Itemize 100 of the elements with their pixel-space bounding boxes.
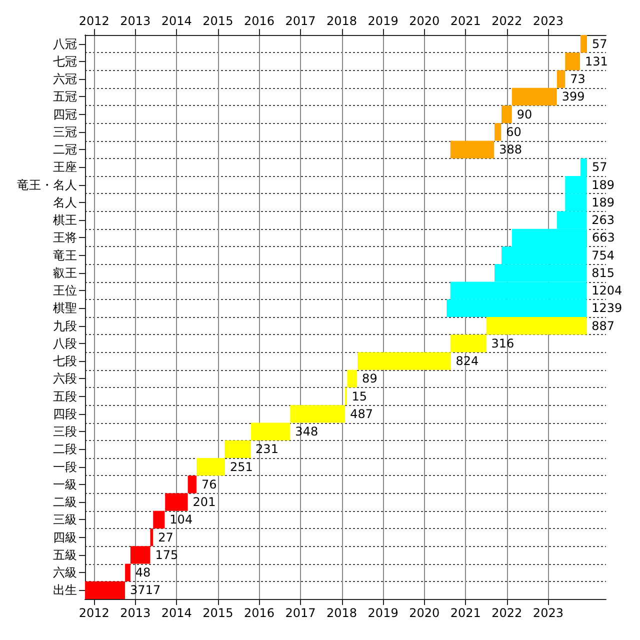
y-tick-label: 三級	[53, 512, 77, 527]
y-tick-label: 四級	[53, 530, 77, 544]
annotation: 887	[592, 318, 615, 333]
y-tick-label: 二段	[53, 442, 77, 456]
y-tick-label: 竜王・名人	[17, 178, 77, 192]
x-tick-label: 2021	[450, 606, 481, 620]
y-tick-label: 三段	[53, 424, 77, 439]
y-tick-label: 五段	[53, 389, 77, 404]
y-tick-label: 六冠	[53, 72, 77, 86]
x-tick-label: 2020	[409, 606, 440, 620]
annotation: 48	[135, 566, 151, 580]
annotation: 104	[170, 512, 193, 527]
x-tick-label: 2018	[326, 606, 358, 620]
y-tick-label: 棋聖	[53, 301, 77, 316]
bar	[347, 370, 358, 388]
annotation: 487	[350, 406, 373, 421]
y-tick-label: 四段	[53, 406, 77, 421]
bar	[486, 317, 587, 335]
y-tick-label: 五級	[53, 548, 77, 562]
bar	[130, 546, 150, 564]
bar	[450, 140, 494, 158]
y-tick-label: 八冠	[53, 36, 77, 51]
annotation: 251	[230, 460, 253, 474]
x-tick-label: 2015	[202, 606, 234, 620]
y-tick-label: 七冠	[53, 54, 77, 68]
annotation: 316	[491, 336, 514, 350]
y-tick-label: 二冠	[53, 142, 77, 157]
annotation: 1239	[592, 301, 622, 316]
y-tick-label: 王将	[53, 230, 77, 245]
bar	[290, 405, 346, 423]
annotation: 131	[584, 54, 608, 68]
y-tick-label: 王位	[53, 284, 77, 298]
annotation: 189	[592, 178, 615, 192]
x2-tick-label: 2022	[492, 14, 522, 28]
y-tick-label: 王座	[53, 160, 77, 174]
x2-tick-label: 2017	[285, 14, 316, 28]
annotation: 76	[201, 477, 217, 492]
y-tick-label: 七段	[53, 354, 77, 368]
x-tick-label: 2013	[120, 606, 151, 620]
annotation: 388	[499, 142, 522, 157]
annotation: 73	[570, 72, 586, 86]
y-tick-label: 一段	[53, 460, 77, 474]
y-tick-label: 三冠	[53, 124, 77, 139]
x2-tick-label: 2020	[409, 14, 440, 28]
annotation: 60	[506, 124, 522, 139]
annotation: 15	[352, 389, 368, 404]
annotation: 231	[256, 442, 278, 456]
annotation: 399	[562, 90, 585, 104]
y-tick-label: 二級	[53, 495, 77, 510]
x2-tick-label: 2019	[368, 14, 398, 28]
bar	[250, 422, 290, 440]
bar	[188, 476, 196, 494]
x2-tick-label: 2015	[202, 14, 234, 28]
bar	[565, 52, 580, 70]
annotation: 824	[456, 354, 479, 368]
annotation: 89	[362, 372, 378, 386]
annotation: 263	[592, 213, 615, 228]
x-tick-label: 2022	[492, 606, 522, 620]
y-tick-label: 四冠	[53, 107, 77, 122]
annotation: 815	[592, 266, 615, 280]
bar	[125, 564, 130, 582]
bar	[494, 123, 502, 141]
x-tick-label: 2014	[161, 606, 192, 620]
y-tick-label: 九段	[53, 318, 77, 333]
bar	[165, 493, 188, 511]
annotation: 754	[592, 248, 615, 262]
y-tick-label: 名人	[53, 195, 77, 210]
annotation: 348	[295, 424, 318, 439]
annotation: 57	[592, 36, 608, 51]
bar	[150, 528, 154, 546]
annotation: 3717	[130, 583, 161, 598]
annotation: 1204	[592, 284, 622, 298]
x-tick-label: 2016	[244, 606, 274, 620]
x-tick-label: 2023	[532, 606, 564, 620]
y-tick-label: 叡王	[53, 266, 77, 280]
annotation: 90	[516, 107, 532, 122]
annotation: 175	[155, 548, 178, 562]
y-tick-label: 棋王	[53, 213, 77, 228]
annotation: 201	[192, 495, 216, 510]
x2-tick-label: 2014	[161, 14, 192, 28]
x2-tick-label: 2013	[120, 14, 151, 28]
annotation: 57	[592, 160, 608, 174]
x-tick-label: 2019	[368, 606, 398, 620]
bar	[556, 70, 566, 88]
annotation: 663	[592, 230, 615, 245]
bar	[580, 35, 588, 53]
y-tick-label: 一級	[53, 477, 77, 492]
y-tick-label: 六段	[53, 372, 77, 386]
annotation: 27	[158, 530, 174, 544]
y-tick-label: 八段	[53, 336, 77, 350]
bar	[153, 510, 165, 528]
x2-tick-label: 2012	[78, 14, 110, 28]
bar	[512, 88, 557, 106]
x2-tick-label: 2016	[244, 14, 274, 28]
y-tick-label: 竜王	[53, 248, 77, 262]
x-tick-label: 2012	[78, 606, 110, 620]
x2-tick-label: 2018	[326, 14, 358, 28]
x2-tick-label: 2021	[450, 14, 481, 28]
y-tick-label: 五冠	[53, 90, 77, 104]
y-tick-label: 六級	[53, 566, 77, 580]
